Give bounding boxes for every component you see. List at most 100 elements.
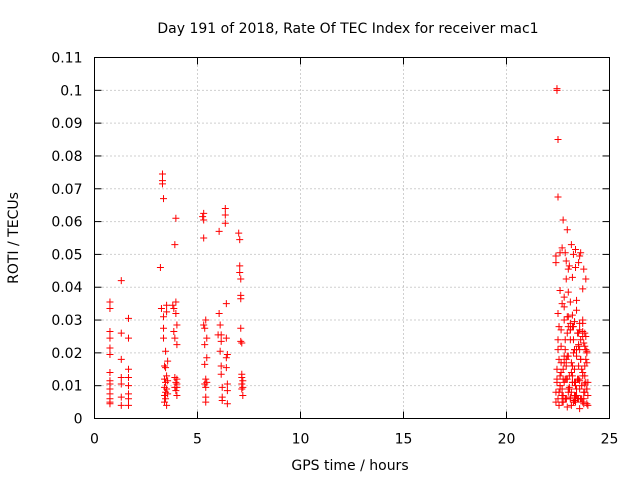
data-point: [583, 347, 591, 355]
data-point: [556, 287, 564, 295]
data-point: [573, 296, 581, 304]
y-tick-label: 0.08: [51, 149, 82, 165]
data-point: [161, 362, 169, 370]
y-axis-label: ROTI / TECUs: [6, 192, 22, 284]
data-point: [124, 395, 132, 403]
data-point: [580, 265, 588, 273]
data-point: [215, 309, 223, 317]
data-point: [200, 209, 208, 217]
data-point: [572, 382, 580, 390]
data-point: [567, 241, 575, 249]
data-point: [199, 213, 207, 221]
data-point: [203, 334, 211, 342]
data-point: [124, 382, 132, 390]
data-point: [564, 388, 572, 396]
data-point: [239, 377, 247, 385]
data-point: [106, 351, 114, 359]
data-point: [200, 234, 208, 242]
x-tick-label: 0: [90, 432, 99, 448]
data-point: [160, 334, 168, 342]
data-point: [557, 369, 565, 377]
data-point: [578, 365, 586, 373]
data-point: [237, 337, 245, 345]
y-tick-labels: 0 0.01 0.02 0.03 0.04 0.05 0.06 0.07 0.08 0.09 0.1…: [51, 51, 82, 428]
data-point: [117, 355, 125, 363]
data-point: [578, 382, 586, 390]
data-point: [106, 344, 114, 352]
data-point: [560, 303, 568, 311]
data-point: [173, 321, 181, 329]
data-points: [106, 85, 592, 413]
data-point: [572, 245, 580, 253]
data-point: [575, 395, 583, 403]
data-point: [117, 329, 125, 337]
y-tick-label: 0.06: [51, 215, 82, 231]
data-point: [117, 277, 125, 285]
data-point: [222, 300, 230, 308]
data-point: [564, 352, 572, 360]
data-point: [567, 369, 575, 377]
data-point: [583, 400, 591, 408]
data-point: [163, 401, 171, 409]
data-point: [160, 313, 168, 321]
data-point: [570, 396, 578, 404]
data-point: [160, 324, 168, 332]
data-point: [579, 372, 587, 380]
y-tick-label: 0.03: [51, 313, 82, 329]
data-point: [173, 392, 181, 400]
data-point: [560, 293, 568, 301]
data-point: [570, 378, 578, 386]
data-point: [217, 370, 225, 378]
data-point: [162, 347, 170, 355]
data-point: [106, 305, 114, 313]
data-point: [568, 372, 576, 380]
data-point: [202, 383, 210, 391]
data-point: [582, 346, 590, 354]
x-tick-label: 25: [601, 432, 619, 448]
data-point: [218, 396, 226, 404]
y-tick-label: 0.05: [51, 247, 82, 263]
data-point: [567, 359, 575, 367]
data-point: [555, 401, 563, 409]
data-point: [580, 339, 588, 347]
x-tick-label: 5: [193, 432, 202, 448]
data-point: [203, 378, 211, 386]
data-point: [573, 346, 581, 354]
data-point: [163, 385, 171, 393]
data-point: [564, 265, 572, 273]
data-point: [172, 378, 180, 386]
axis-ticks: [94, 57, 610, 419]
data-point: [106, 400, 114, 408]
data-point: [573, 352, 581, 360]
data-point: [576, 405, 584, 413]
chart-title: Day 191 of 2018, Rate Of TEC Index for r…: [157, 21, 538, 37]
data-point: [172, 298, 180, 306]
data-point: [157, 305, 165, 313]
data-point: [562, 257, 570, 265]
x-tick-label: 15: [395, 432, 413, 448]
data-point: [171, 241, 179, 249]
data-point: [238, 373, 246, 381]
data-point: [171, 334, 179, 342]
data-point: [201, 360, 209, 368]
data-point: [216, 321, 224, 329]
data-point: [170, 305, 178, 313]
data-point: [567, 401, 575, 409]
data-point: [237, 295, 245, 303]
data-point: [584, 392, 592, 400]
data-point: [237, 275, 245, 283]
data-point: [568, 273, 576, 281]
data-point: [554, 336, 562, 344]
data-point: [164, 390, 172, 398]
data-point: [566, 393, 574, 401]
data-point: [164, 357, 172, 365]
data-point: [554, 193, 562, 201]
data-point: [124, 334, 132, 342]
data-point: [580, 388, 588, 396]
data-point: [576, 326, 584, 334]
data-point: [565, 383, 573, 391]
data-point: [162, 395, 170, 403]
data-point: [172, 214, 180, 222]
data-point: [581, 380, 589, 388]
